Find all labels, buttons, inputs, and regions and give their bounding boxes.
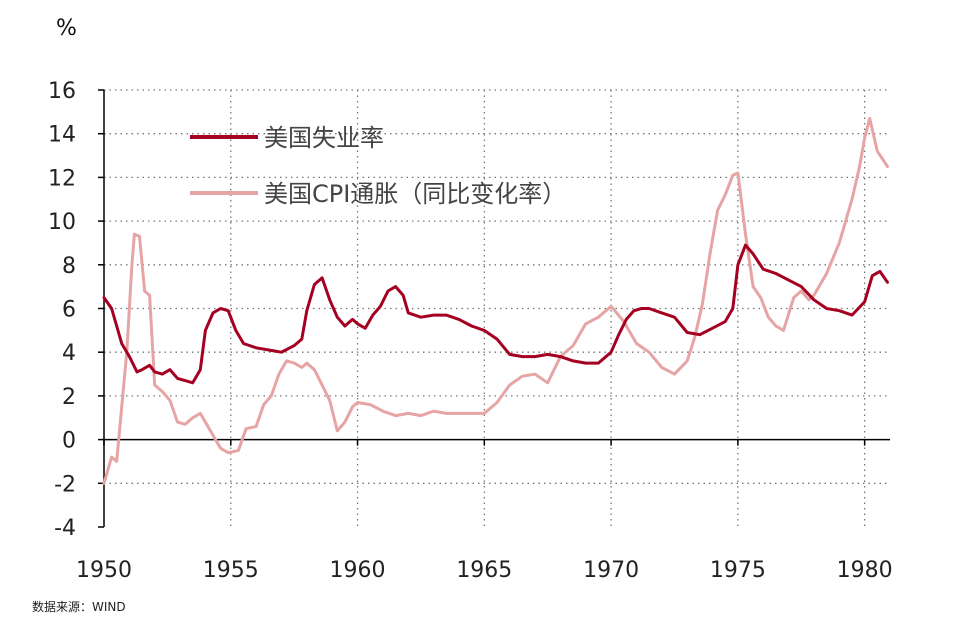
y-tick-label: 0	[62, 429, 76, 454]
y-tick-label: 4	[62, 341, 76, 366]
y-tick-label: 14	[48, 123, 76, 148]
y-tick-label: 2	[62, 385, 76, 410]
x-tick-label: 1960	[330, 558, 386, 583]
x-tick-label: 1975	[710, 558, 766, 583]
x-tick-label: 1980	[837, 558, 893, 583]
legend: 美国失业率 美国CPI通胀（同比变化率）	[190, 124, 566, 208]
y-tick-label: -4	[54, 516, 76, 541]
y-tick-label: 16	[48, 79, 76, 104]
x-tick-labels: 1950 1955 1960 1965 1970 1975 1980	[76, 558, 893, 583]
x-tick-label: 1965	[456, 558, 512, 583]
source-note: 数据来源：WIND	[32, 600, 126, 614]
x-tick-label: 1955	[203, 558, 259, 583]
x-tick-label: 1970	[583, 558, 639, 583]
y-tick-label: 10	[48, 210, 76, 235]
y-tick-label: -2	[54, 472, 76, 497]
y-tick-labels: -4 -2 0 2 4 6 8 10 12 14 16	[48, 79, 76, 541]
x-tick-label: 1950	[76, 558, 132, 583]
series-line-1	[102, 116, 889, 485]
y-axis-unit: %	[56, 16, 77, 41]
grid-lines	[104, 89, 890, 527]
y-tick-label: 12	[48, 166, 76, 191]
y-tick-label: 6	[62, 298, 76, 323]
series-lines	[102, 116, 889, 485]
y-tick-label: 8	[62, 254, 76, 279]
legend-label-series-0: 美国失业率	[264, 124, 384, 152]
legend-label-series-1: 美国CPI通胀（同比变化率）	[264, 180, 566, 208]
axes	[98, 89, 890, 528]
series-line-0	[102, 243, 889, 385]
